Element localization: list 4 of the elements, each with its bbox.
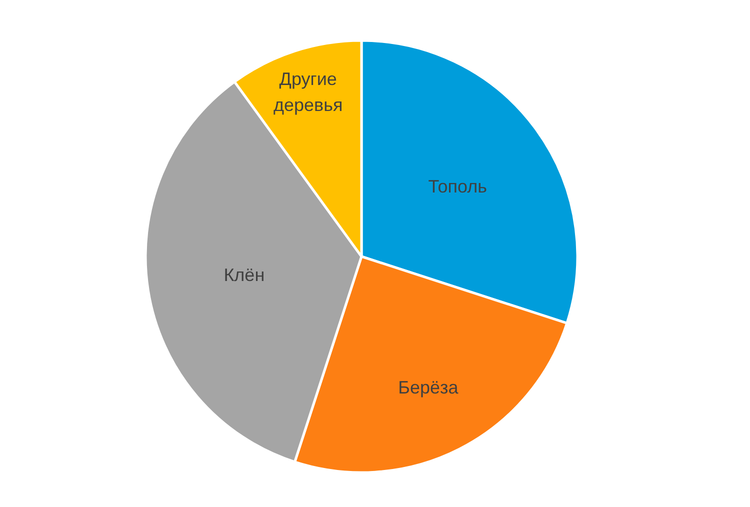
slice-label: Клён bbox=[224, 265, 265, 286]
slice-label: Другие деревья bbox=[273, 69, 343, 116]
slice-label: Берёза bbox=[398, 377, 460, 398]
slice-label: Тополь bbox=[428, 176, 488, 197]
